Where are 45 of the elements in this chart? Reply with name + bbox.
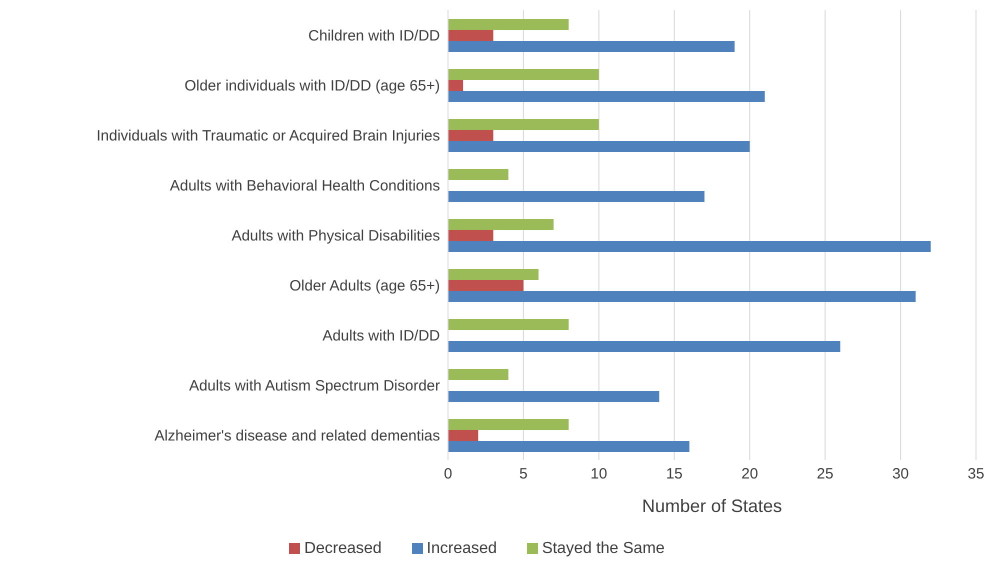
y-tick-label: Individuals with Traumatic or Acquired Brain Injuries	[96, 127, 440, 144]
bar	[448, 91, 765, 102]
x-tick-label: 30	[892, 466, 909, 483]
x-tick-label: 10	[590, 466, 608, 483]
legend-label: Increased	[426, 540, 497, 557]
bar	[448, 80, 464, 91]
bar	[448, 241, 931, 252]
y-tick-label: Adults with Behavioral Health Conditions	[170, 177, 440, 194]
bar	[448, 141, 750, 152]
y-tick-label: Adults with ID/DD	[322, 327, 440, 344]
bar	[448, 230, 494, 241]
bar	[448, 191, 704, 202]
y-tick-label: Adults with Physical Disabilities	[232, 227, 440, 244]
bar	[448, 369, 508, 380]
bar	[448, 269, 539, 280]
bar	[448, 419, 569, 430]
bar	[448, 119, 599, 130]
legend-label: Decreased	[304, 540, 382, 557]
bar	[448, 430, 478, 441]
x-tick-label: 0	[444, 466, 452, 483]
bar	[448, 69, 599, 80]
y-tick-label: Alzheimer's disease and related dementias	[154, 427, 440, 444]
bar	[448, 441, 690, 452]
bar	[448, 291, 916, 302]
bar	[448, 30, 494, 41]
x-tick-label: 35	[968, 466, 984, 483]
y-tick-label: Adults with Autism Spectrum Disorder	[189, 377, 440, 394]
bar	[448, 169, 508, 180]
bar	[448, 280, 524, 291]
x-axis-title: Number of States	[642, 496, 782, 516]
y-tick-label: Older individuals with ID/DD (age 65+)	[184, 77, 440, 94]
bar	[448, 219, 554, 230]
x-tick-label: 20	[741, 466, 758, 483]
bar	[448, 41, 735, 52]
bar	[448, 319, 569, 330]
bar	[448, 130, 494, 141]
bar	[448, 341, 840, 352]
x-tick-label: 5	[519, 466, 528, 483]
x-tick-label: 15	[666, 466, 683, 483]
legend-label: Stayed the Same	[542, 540, 665, 557]
bar	[448, 391, 660, 402]
y-tick-label: Children with ID/DD	[308, 27, 440, 44]
bar	[448, 19, 569, 30]
y-tick-label: Older Adults (age 65+)	[289, 277, 440, 294]
x-tick-label: 25	[816, 466, 834, 483]
